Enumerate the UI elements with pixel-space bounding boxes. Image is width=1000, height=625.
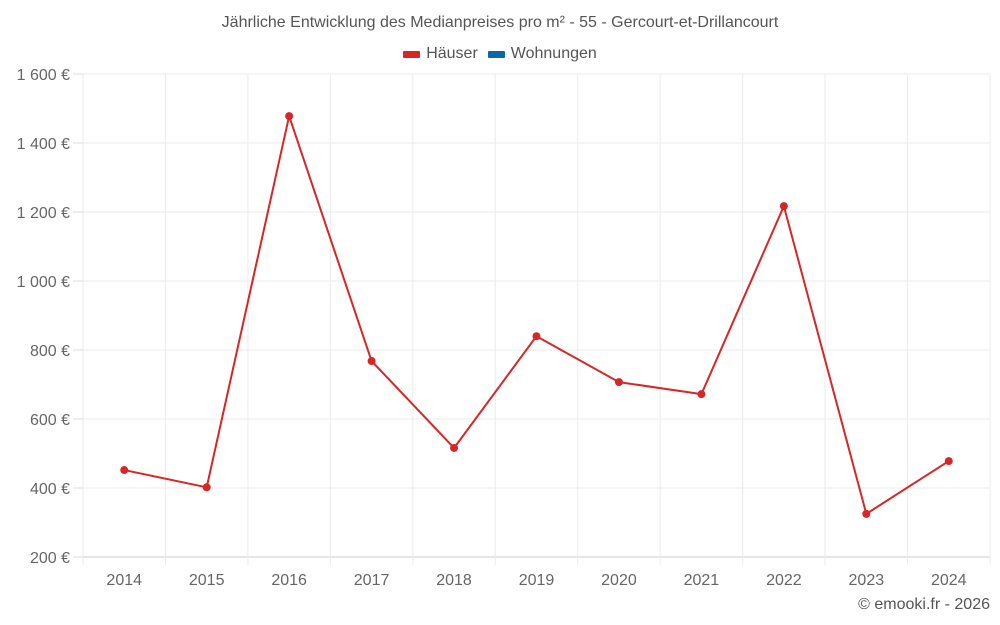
data-point[interactable] (944, 457, 953, 466)
legend-swatch-wohnungen (487, 50, 505, 58)
legend-item-haeuser[interactable]: Häuser (403, 45, 478, 63)
data-point[interactable] (285, 112, 294, 121)
x-axis: 2014 2015 2016 2017 2018 2019 2020 2021 2022 2023… (106, 572, 966, 589)
data-point[interactable] (202, 483, 211, 492)
chart-title: Jährliche Entwicklung des Medianpreises … (221, 14, 779, 31)
y-tick-label: 1 000 € (17, 274, 70, 291)
data-point[interactable] (532, 332, 541, 341)
legend-label-haeuser: Häuser (426, 45, 478, 62)
x-tick-label: 2015 (189, 572, 225, 589)
data-point[interactable] (862, 509, 871, 518)
y-tick-label: 1 400 € (17, 136, 70, 153)
data-point[interactable] (779, 202, 788, 211)
credit-text: © emooki.fr - 2026 (858, 596, 990, 613)
x-tick-label: 2014 (106, 572, 142, 589)
x-tick-label: 2016 (271, 572, 307, 589)
legend-swatch-haeuser (403, 50, 421, 58)
legend: Häuser Wohnungen (0, 45, 1000, 63)
x-tick-label: 2017 (354, 572, 390, 589)
y-tick-label: 800 € (30, 343, 70, 360)
y-tick-label: 1 600 € (17, 67, 70, 84)
y-tick-label: 200 € (30, 550, 70, 567)
y-tick-label: 400 € (30, 481, 70, 498)
data-point[interactable] (450, 443, 459, 452)
x-tick-label: 2019 (519, 572, 555, 589)
data-point[interactable] (697, 390, 706, 399)
x-tick-label: 2020 (601, 572, 637, 589)
y-axis: 200 € 400 € 600 € 800 € 1 000 € 1 200 € 1 400 … (17, 67, 83, 567)
x-tick-label: 2018 (436, 572, 472, 589)
data-point[interactable] (614, 378, 623, 387)
x-tick-label: 2024 (931, 572, 967, 589)
data-point[interactable] (120, 466, 129, 475)
x-tick-label: 2023 (849, 572, 885, 589)
x-tick-label: 2021 (684, 572, 720, 589)
series-haeuser (120, 112, 953, 518)
x-tick-label: 2022 (766, 572, 802, 589)
y-tick-label: 1 200 € (17, 205, 70, 222)
legend-item-wohnungen[interactable]: Wohnungen (487, 45, 597, 63)
y-tick-label: 600 € (30, 412, 70, 429)
data-point[interactable] (367, 357, 376, 366)
grid-lines (82, 73, 991, 565)
legend-label-wohnungen: Wohnungen (510, 45, 597, 62)
